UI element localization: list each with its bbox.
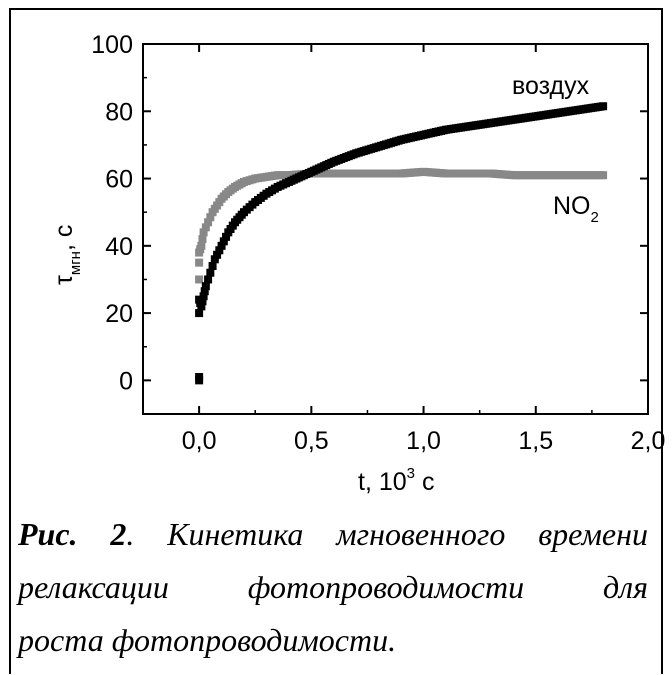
data-point (222, 232, 231, 241)
data-point (198, 297, 207, 306)
data-point (195, 275, 204, 284)
data-point (219, 237, 228, 246)
data-point (206, 268, 215, 277)
figure-caption: Рис. 2. Кинетика мгновенного времени рел… (18, 508, 648, 667)
plot-frame (142, 43, 649, 415)
y-tick-label: 100 (91, 31, 133, 59)
y-tick-label: 20 (105, 300, 133, 328)
data-point (195, 373, 204, 381)
data-point (198, 235, 207, 244)
caption-line-2: релаксации фотопроводимости для (18, 569, 648, 605)
series-air (195, 102, 608, 385)
data-point (599, 171, 608, 180)
x-axis-title-unit: с (415, 468, 434, 496)
axis-ticks: 0,0 0,5 1,0 1,5 2,0 0 20 40 60 80 100 (91, 31, 665, 455)
data-point (217, 241, 226, 250)
x-tick-label: 2,0 (631, 427, 666, 455)
series-label-no2: NO2 (553, 192, 599, 226)
data-point (208, 262, 217, 270)
figure-frame (9, 8, 663, 674)
x-tick-label: 0,5 (294, 427, 329, 455)
y-axis-title-sub: мгн (67, 251, 84, 275)
data-point (201, 282, 210, 291)
x-axis-title-sup: 3 (407, 465, 415, 482)
y-axis-title: τмгн, с (50, 225, 84, 285)
caption-text-1: . Кинетика мгновенного времени (126, 516, 649, 552)
data-point (204, 275, 213, 284)
data-point (204, 218, 213, 227)
data-point (195, 258, 204, 267)
chart-marks (195, 102, 608, 385)
data-point (206, 213, 215, 222)
data-point (199, 228, 208, 237)
chart: 0,0 0,5 1,0 1,5 2,0 0 20 40 60 80 100 воздух NO2 t… (50, 31, 665, 496)
data-point (201, 223, 210, 232)
caption-line-1: Рис. 2. Кинетика мгновенного времени (18, 508, 648, 561)
y-tick-label: 0 (119, 367, 133, 395)
data-point (200, 287, 209, 296)
data-point (197, 302, 206, 311)
series-no2 (195, 167, 608, 284)
data-point (199, 292, 208, 301)
data-point (215, 246, 224, 255)
data-point (210, 255, 219, 264)
x-tick-label: 1,0 (406, 427, 441, 455)
series-label-no2-main: NO (553, 192, 591, 220)
series-label-air: воздух (512, 72, 590, 100)
y-axis-title-main: τ (50, 275, 78, 285)
data-point (197, 241, 206, 250)
x-axis-title: t, 103 с (358, 465, 434, 496)
y-tick-label: 60 (105, 166, 133, 194)
y-axis-title-unit: , с (50, 225, 78, 251)
x-tick-label: 1,5 (518, 427, 553, 455)
series-label-no2-sub: 2 (591, 209, 599, 226)
y-tick-label: 80 (105, 98, 133, 126)
data-point (599, 102, 608, 111)
y-tick-label: 40 (105, 233, 133, 261)
caption-line-3: роста фотопроводимости. (18, 622, 397, 658)
x-axis-title-main: t, 10 (358, 468, 407, 496)
data-point (213, 250, 222, 259)
caption-fig-number: Рис. 2 (18, 516, 127, 552)
x-tick-label: 0,0 (182, 427, 217, 455)
data-point (195, 309, 204, 318)
